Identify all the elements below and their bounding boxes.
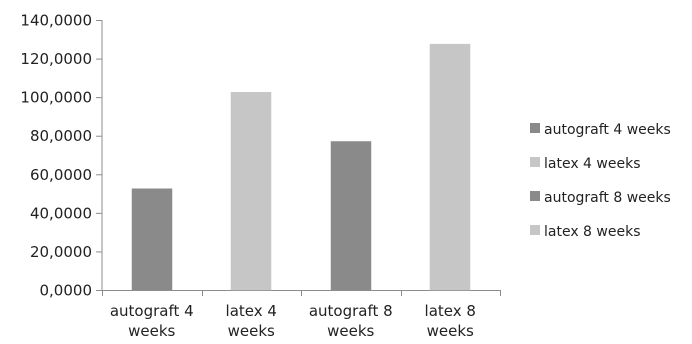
y-tick-label: 20,0000 [30,243,92,261]
x-category-label-line: weeks [228,322,275,340]
bars [131,43,471,291]
legend-label: latex 4 weeks [544,156,641,172]
y-tick-label: 40,0000 [30,204,92,222]
y-tick-label: 120,0000 [20,50,92,68]
bar-4 [429,43,471,291]
y-tick-label: 140,0000 [20,12,92,30]
y-tick-label: 100,0000 [20,89,92,107]
x-category-label-line: weeks [427,322,474,340]
x-category-label-line: autograft 8 [309,302,393,320]
x-category-label: latex 8 weeks [425,302,476,340]
y-axis: 0,0000 20,0000 40,0000 60,0000 80,0000 100,00… [20,12,103,300]
y-tick-label: 0,0000 [40,282,93,300]
legend-label: latex 8 weeks [544,224,641,240]
bar-2 [230,92,272,291]
y-tick-label: 60,0000 [30,166,92,184]
x-category-label-line: weeks [327,322,374,340]
x-category-label-line: weeks [128,322,175,340]
legend-swatch [530,157,540,167]
legend-swatch [530,191,540,201]
bar-1 [131,188,173,291]
x-category-label: latex 4 weeks [226,302,277,340]
y-tick-label: 80,0000 [30,127,92,145]
x-axis: autograft 4 weeks latex 4 weeks autograft 8 w… [102,290,501,340]
x-category-label-line: latex 4 [226,302,277,320]
legend-swatch [530,123,540,133]
x-category-label-line: latex 8 [425,302,476,320]
legend: autograft 4 weeks latex 4 weeks autograft … [530,122,671,240]
bar-3 [330,141,372,291]
legend-label: autograft 4 weeks [544,122,671,138]
x-category-label: autograft 8 weeks [309,302,393,340]
x-category-label-line: autograft 4 [110,302,194,320]
x-category-label: autograft 4 weeks [110,302,194,340]
legend-swatch [530,225,540,235]
legend-label: autograft 8 weeks [544,190,671,206]
